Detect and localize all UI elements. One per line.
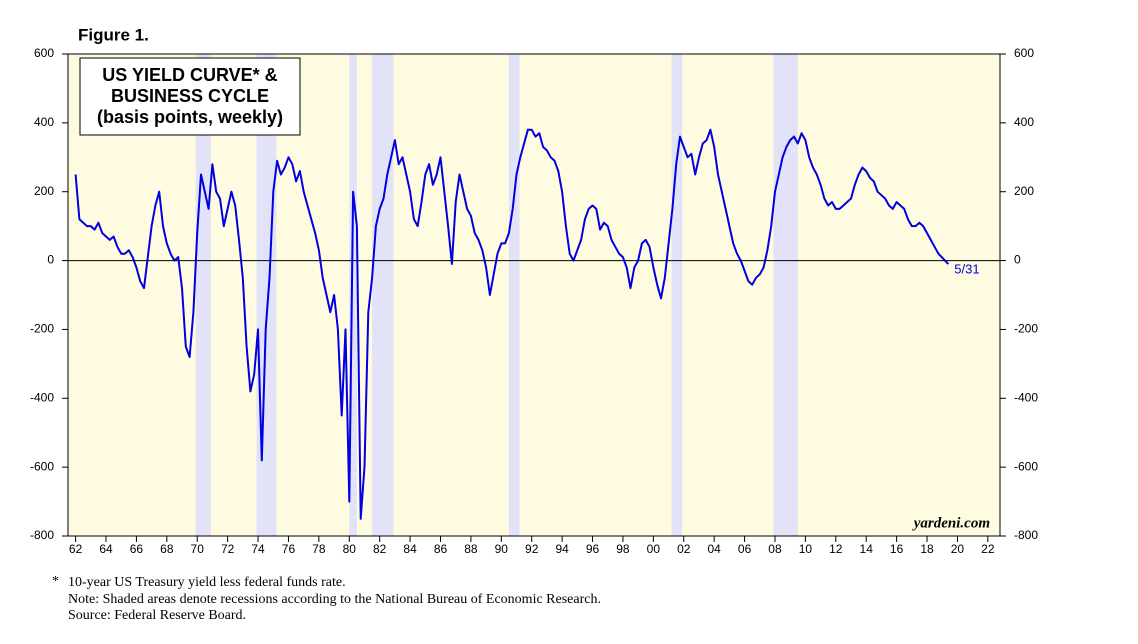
footnote: Note: Shaded areas denote recessions acc… <box>68 592 601 607</box>
chart-title: US YIELD CURVE* & <box>102 65 277 85</box>
chart-title: (basis points, weekly) <box>97 107 283 127</box>
x-tick-label: 64 <box>99 542 113 556</box>
x-tick-label: 92 <box>525 542 539 556</box>
x-tick-label: 04 <box>707 542 721 556</box>
footnote: 10-year US Treasury yield less federal f… <box>68 575 346 590</box>
y-tick-label: -200 <box>30 322 54 336</box>
chart-title: BUSINESS CYCLE <box>111 86 269 106</box>
footnote: Source: Federal Reserve Board. <box>68 608 246 623</box>
x-tick-label: 78 <box>312 542 326 556</box>
yield-curve-line <box>74 128 950 520</box>
x-tick-label: 10 <box>799 542 813 556</box>
recession-band <box>195 54 211 536</box>
x-tick-label: 06 <box>738 542 752 556</box>
x-tick-label: 74 <box>251 542 265 556</box>
x-tick-label: 80 <box>343 542 357 556</box>
y-tick-label: 200 <box>34 184 54 198</box>
y2-tick-label: 0 <box>1014 253 1021 267</box>
x-tick-label: 96 <box>586 542 600 556</box>
y-tick-label: 0 <box>47 253 54 267</box>
x-tick-label: 90 <box>495 542 509 556</box>
x-tick-label: 88 <box>464 542 478 556</box>
y2-tick-label: -200 <box>1014 322 1038 336</box>
plot-frame <box>67 53 1001 537</box>
recession-band <box>671 54 683 536</box>
x-tick-label: 68 <box>160 542 174 556</box>
figure-label: Figure 1. <box>78 25 149 44</box>
x-tick-label: 98 <box>616 542 630 556</box>
y-tick-label: 400 <box>34 115 54 129</box>
x-tick-label: 12 <box>829 542 843 556</box>
watermark: yardeni.com <box>912 515 990 531</box>
x-tick-label: 86 <box>434 542 448 556</box>
x-tick-label: 14 <box>860 542 874 556</box>
x-tick-label: 70 <box>191 542 205 556</box>
recession-band <box>508 54 520 536</box>
x-tick-label: 84 <box>403 542 417 556</box>
x-tick-label: 76 <box>282 542 296 556</box>
x-tick-label: 20 <box>951 542 965 556</box>
x-tick-label: 16 <box>890 542 904 556</box>
x-tick-label: 94 <box>555 542 569 556</box>
y-tick-label: -600 <box>30 459 54 473</box>
x-tick-label: 18 <box>920 542 934 556</box>
x-tick-label: 22 <box>981 542 995 556</box>
y2-tick-label: -800 <box>1014 528 1038 542</box>
y2-tick-label: -400 <box>1014 390 1038 404</box>
x-tick-label: 02 <box>677 542 691 556</box>
y2-tick-label: 400 <box>1014 115 1034 129</box>
y2-tick-label: -600 <box>1014 459 1038 473</box>
y-tick-label: -800 <box>30 528 54 542</box>
recession-band <box>773 54 798 536</box>
x-tick-label: 00 <box>647 542 661 556</box>
x-tick-label: 62 <box>69 542 83 556</box>
y2-tick-label: 600 <box>1014 46 1034 60</box>
y-tick-label: -400 <box>30 390 54 404</box>
title-box <box>79 57 301 136</box>
y2-tick-label: 200 <box>1014 184 1034 198</box>
x-tick-label: 08 <box>768 542 782 556</box>
end-annotation: 5/31 <box>954 261 979 276</box>
x-tick-label: 72 <box>221 542 235 556</box>
footnote-marker: * <box>52 574 59 589</box>
recession-band <box>372 54 394 536</box>
y-tick-label: 600 <box>34 46 54 60</box>
x-tick-label: 82 <box>373 542 387 556</box>
x-tick-label: 66 <box>130 542 144 556</box>
recession-band <box>349 54 357 536</box>
